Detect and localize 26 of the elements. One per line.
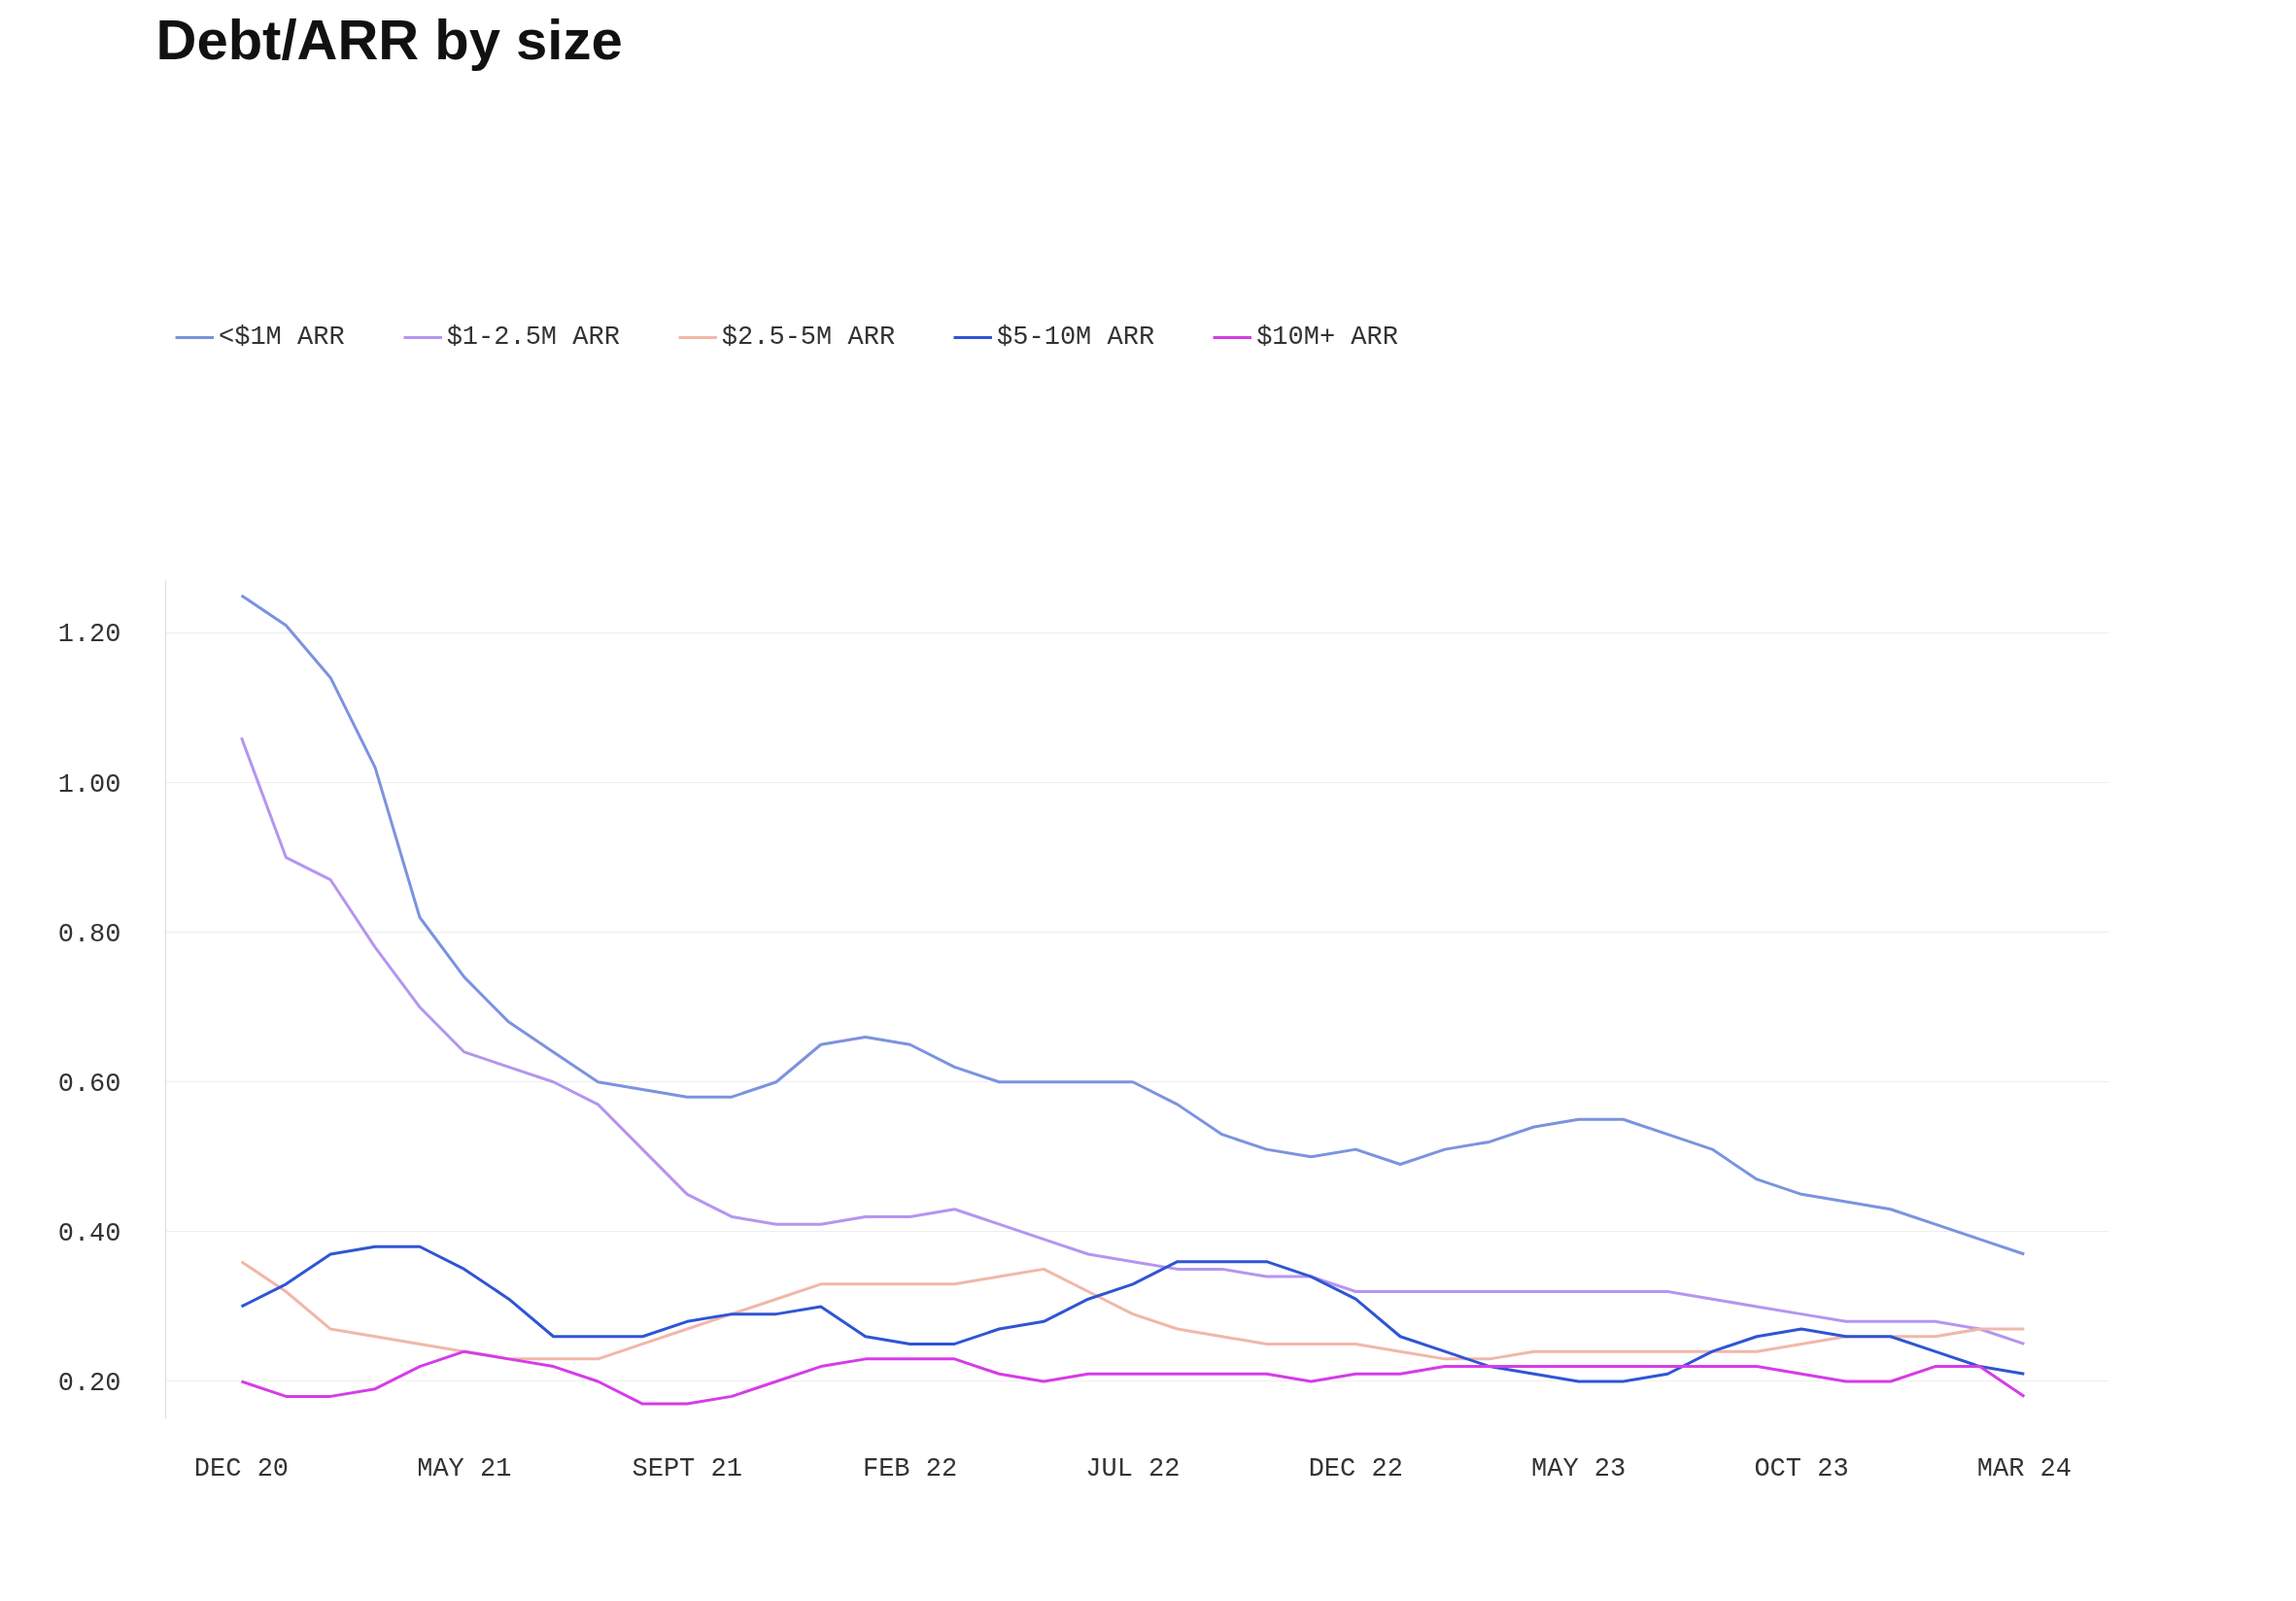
- y-tick-label: 1.00: [57, 769, 121, 800]
- x-tick-label: DEC 22: [1308, 1453, 1403, 1483]
- line-series: [239, 594, 2026, 1256]
- x-tick-label: FEB 22: [862, 1453, 958, 1483]
- line-series: [239, 1260, 2026, 1361]
- x-tick-label: JUL 22: [1085, 1453, 1181, 1483]
- legend-label: $10M+ ARR: [1256, 323, 1398, 352]
- line-series: [239, 1349, 2026, 1406]
- y-tick-label: 0.40: [57, 1218, 121, 1248]
- x-tick-label: OCT 23: [1754, 1453, 1849, 1483]
- x-tick-label: MAR 24: [1976, 1453, 2072, 1483]
- y-tick-label: 0.20: [57, 1368, 121, 1398]
- legend-label: $5-10M ARR: [997, 323, 1155, 352]
- y-tick-label: 0.80: [57, 919, 121, 949]
- x-tick-label: DEC 20: [193, 1453, 290, 1483]
- legend-label: $1-2.5M ARR: [446, 323, 620, 352]
- x-tick-label: MAY 21: [417, 1453, 512, 1483]
- chart-title: Debt/ARR by size: [155, 7, 623, 71]
- line-series: [239, 1244, 2026, 1383]
- y-tick-label: 0.60: [57, 1069, 121, 1099]
- x-tick-label: SEPT 21: [632, 1453, 742, 1483]
- y-tick-label: 1.20: [57, 620, 121, 650]
- x-tick-label: MAY 23: [1531, 1453, 1627, 1483]
- legend-label: $2.5-5M ARR: [721, 323, 896, 352]
- line-series: [239, 735, 2026, 1346]
- legend-label: <$1M ARR: [219, 323, 345, 352]
